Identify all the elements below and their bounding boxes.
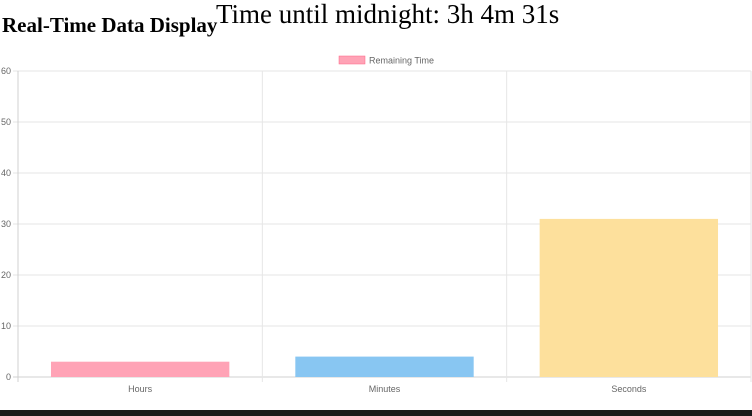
page-title: Real-Time Data Display: [2, 13, 218, 37]
y-tick-label: 30: [1, 219, 11, 229]
bar-minutes[interactable]: [295, 356, 474, 377]
bottom-bar: [0, 410, 752, 416]
bar-chart: 0 10 20 30 40 50 60 Hours Minutes Seconds Remain…: [1, 55, 752, 394]
bar-seconds[interactable]: [539, 218, 719, 377]
x-axis-ticks: Hours Minutes Seconds: [128, 384, 647, 394]
chart-grid: [13, 70, 752, 382]
y-tick-label: 10: [1, 321, 11, 331]
legend-swatch-remaining-time[interactable]: [338, 55, 366, 65]
y-tick-label: 20: [1, 270, 11, 280]
x-tick-label-hours: Hours: [128, 384, 153, 394]
x-tick-label-minutes: Minutes: [369, 384, 401, 394]
y-tick-label: 0: [6, 372, 11, 382]
bar-hours[interactable]: [50, 361, 230, 377]
chart-legend[interactable]: Remaining Time: [338, 55, 434, 66]
x-tick-label-seconds: Seconds: [611, 384, 647, 394]
countdown-text: Time until midnight: 3h 4m 31s: [216, 0, 560, 29]
chart-bars: [50, 218, 719, 377]
legend-label-remaining-time[interactable]: Remaining Time: [369, 56, 434, 66]
y-axis-ticks: 0 10 20 30 40 50 60: [1, 66, 11, 382]
y-tick-label: 40: [1, 168, 11, 178]
y-tick-label: 60: [1, 66, 11, 76]
y-tick-label: 50: [1, 117, 11, 127]
